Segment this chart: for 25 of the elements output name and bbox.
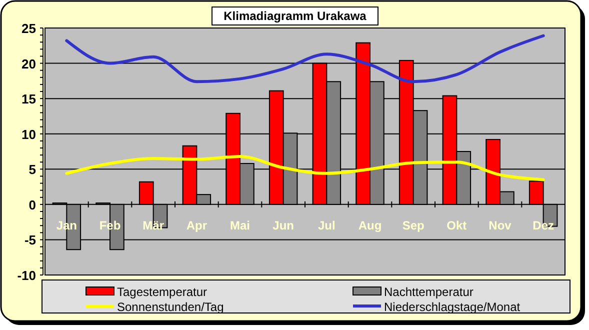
y-tick-label: 25 xyxy=(22,21,36,36)
y-tick-label: -5 xyxy=(24,232,36,248)
legend-label: Tagestemperatur xyxy=(117,285,208,299)
y-tick-label: 20 xyxy=(22,56,36,72)
x-tick-label: Okt xyxy=(446,218,467,232)
x-tick-label: Mai xyxy=(230,218,250,232)
line-series xyxy=(65,154,545,182)
x-tick-label: Sep xyxy=(402,218,424,232)
legend-label: Nachttemperatur xyxy=(384,285,474,299)
y-tick-label: 5 xyxy=(28,162,36,178)
chart-title: Klimadiagramm Urakawa xyxy=(224,9,367,23)
y-tick-label: 0 xyxy=(28,197,36,212)
x-tick-label: Apr xyxy=(186,218,208,232)
y-tick-label: 15 xyxy=(22,92,36,107)
x-tick-label: Nov xyxy=(488,218,512,232)
legend-label: Niederschlagstage/Monat xyxy=(384,300,521,314)
x-tick-label: Dez xyxy=(532,218,554,232)
x-tick-label: Jul xyxy=(318,218,336,232)
x-tick-label: Mär xyxy=(142,218,164,232)
x-tick-label: Aug xyxy=(358,218,382,232)
line-series xyxy=(65,34,545,84)
y-tick-label: 10 xyxy=(22,126,36,142)
legend-label: Sonnenstunden/Tag xyxy=(117,300,224,314)
y-tick-label: -10 xyxy=(17,268,36,283)
x-tick-label: Jun xyxy=(272,218,294,232)
